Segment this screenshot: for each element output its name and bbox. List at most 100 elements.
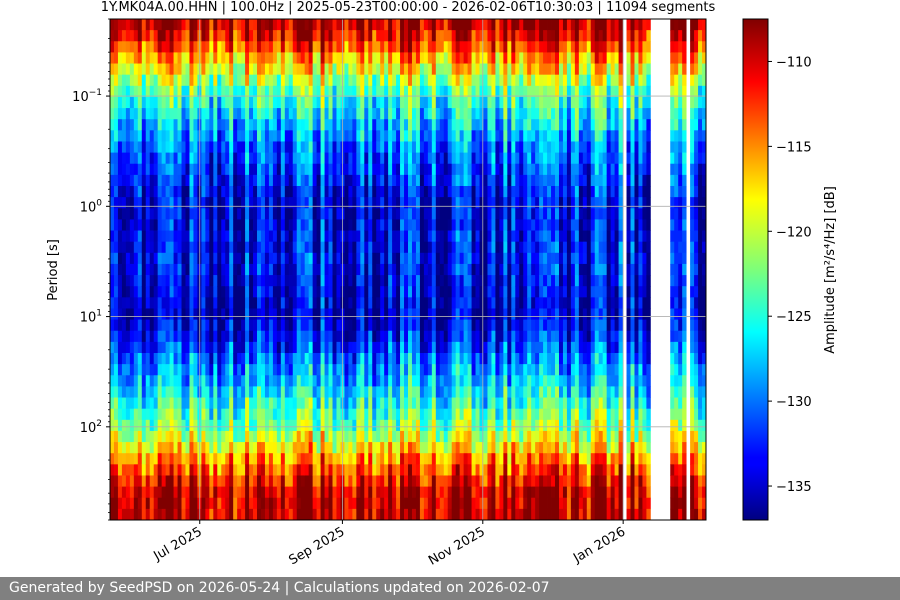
spectrogram-cell: [276, 119, 282, 131]
spectrogram-cell: [475, 219, 480, 231]
spectrogram-cell: [153, 263, 159, 276]
spectrogram-cell: [451, 74, 457, 87]
spectrogram-cell: [217, 130, 222, 142]
spectrogram-cell: [388, 219, 393, 231]
spectrogram-cell: [364, 453, 369, 465]
spectrogram-cell: [257, 186, 262, 198]
spectrogram-cell: [503, 19, 508, 31]
spectrogram-cell: [511, 41, 516, 53]
spectrogram-cell: [121, 364, 127, 376]
spectrogram-cell: [415, 41, 421, 53]
spectrogram-cell: [110, 275, 115, 287]
spectrogram-cell: [181, 119, 186, 131]
spectrogram-cell: [443, 375, 449, 387]
spectrogram-cell: [129, 108, 135, 120]
spectrogram-cell: [300, 163, 306, 176]
spectrogram-cell: [241, 430, 246, 443]
spectrogram-cell: [217, 186, 222, 198]
spectrogram-cell: [141, 230, 147, 243]
spectrogram-cell: [547, 174, 552, 187]
spectrogram-cell: [455, 108, 461, 120]
spectrogram-cell: [316, 263, 321, 276]
spectrogram-cell: [348, 63, 353, 76]
spectrogram-cell: [129, 85, 135, 98]
spectrogram-cell: [423, 96, 429, 109]
spectrogram-cell: [411, 252, 417, 265]
spectrogram-cell: [324, 30, 329, 42]
spectrogram-cell: [268, 475, 274, 487]
spectrogram-cell: [519, 508, 524, 520]
spectrogram-cell: [173, 419, 178, 432]
spectrogram-cell: [324, 442, 329, 454]
spectrogram-cell: [272, 508, 278, 520]
spectrogram-cell: [539, 52, 544, 64]
spectrogram-cell: [364, 341, 369, 354]
spectrogram-cell: [308, 130, 314, 142]
spectrogram-cell: [272, 19, 278, 31]
spectrogram-cell: [483, 464, 488, 476]
spectrogram-cell: [483, 442, 488, 454]
spectrogram-cell: [288, 453, 294, 465]
spectrogram-cell: [145, 397, 151, 410]
spectrogram-cell: [515, 330, 520, 343]
spectrogram-cell: [260, 208, 266, 220]
spectrogram-cell: [288, 108, 294, 120]
spectrogram-cell: [547, 74, 552, 87]
spectrogram-cell: [304, 397, 310, 410]
spectrogram-cell: [253, 497, 258, 510]
spectrogram-cell: [380, 508, 385, 520]
spectrogram-cell: [400, 508, 405, 520]
spectrogram-cell: [547, 397, 552, 410]
spectrogram-cell: [300, 475, 306, 487]
spectrogram-cell: [253, 442, 258, 454]
spectrogram-cell: [201, 353, 206, 365]
spectrogram-cell: [531, 341, 536, 354]
spectrogram-cell: [217, 330, 222, 343]
spectrogram-cell: [229, 85, 234, 98]
spectrogram-cell: [249, 241, 254, 254]
spectrogram-cell: [284, 208, 290, 220]
spectrogram-cell: [439, 19, 445, 31]
spectrogram-cell: [479, 130, 484, 142]
spectrogram-cell: [388, 464, 393, 476]
spectrogram-cell: [507, 430, 512, 443]
spectrogram-cell: [404, 163, 409, 176]
spectrogram-cell: [113, 85, 119, 98]
spectrogram-cell: [257, 19, 262, 31]
spectrogram-cell: [264, 475, 270, 487]
spectrogram-cell: [165, 408, 170, 421]
spectrogram-cell: [217, 119, 222, 131]
spectrogram-cell: [419, 497, 425, 510]
spectrogram-cell: [499, 453, 504, 465]
spectrogram-cell: [519, 63, 524, 76]
spectrogram-cell: [113, 353, 119, 365]
spectrogram-cell: [336, 74, 341, 87]
spectrogram-cell: [443, 241, 449, 254]
spectrogram-cell: [443, 108, 449, 120]
spectrogram-cell: [364, 497, 369, 510]
spectrogram-cell: [137, 308, 143, 320]
spectrogram-cell: [110, 286, 115, 298]
spectrogram-cell: [392, 453, 397, 465]
spectrogram-cell: [348, 353, 353, 365]
spectrogram-cell: [205, 219, 210, 231]
spectrogram-cell: [276, 353, 282, 365]
spectrogram-cell: [113, 464, 119, 476]
spectrogram-cell: [288, 419, 294, 432]
spectrogram-cell: [264, 275, 270, 287]
spectrogram-cell: [479, 152, 484, 165]
spectrogram-cell: [312, 41, 318, 53]
spectrogram-cell: [356, 85, 361, 98]
spectrogram-cell: [241, 508, 246, 520]
spectrogram-cell: [439, 163, 445, 176]
spectrogram-cell: [336, 263, 341, 276]
spectrogram-cell: [427, 353, 433, 365]
spectrogram-cell: [308, 453, 314, 465]
spectrogram-cell: [535, 275, 540, 287]
spectrogram-cell: [257, 475, 262, 487]
spectrogram-cell: [268, 275, 274, 287]
spectrogram-cell: [336, 19, 341, 31]
spectrogram-cell: [503, 341, 508, 354]
spectrogram-cell: [396, 241, 401, 254]
spectrogram-cell: [161, 85, 167, 98]
